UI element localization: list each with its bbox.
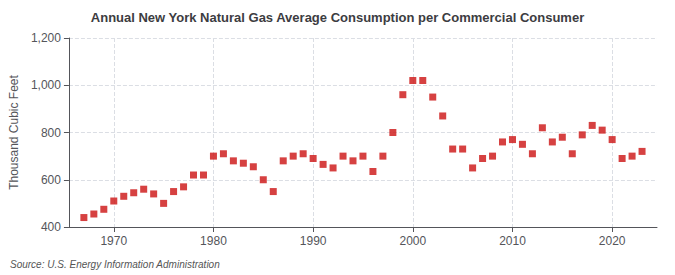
svg-text:Source: U.S. Energy Informatio: Source: U.S. Energy Information Administ…	[10, 259, 220, 270]
svg-text:1970: 1970	[100, 234, 127, 248]
svg-text:2000: 2000	[399, 234, 426, 248]
svg-text:800: 800	[41, 126, 61, 140]
svg-text:1980: 1980	[200, 234, 227, 248]
svg-text:Annual New York Natural Gas Av: Annual New York Natural Gas Average Cons…	[91, 10, 584, 25]
svg-text:1,200: 1,200	[31, 31, 61, 45]
svg-text:400: 400	[41, 220, 61, 234]
svg-text:1,000: 1,000	[31, 78, 61, 92]
svg-text:1990: 1990	[300, 234, 327, 248]
svg-text:2020: 2020	[599, 234, 626, 248]
svg-text:2010: 2010	[499, 234, 526, 248]
svg-text:600: 600	[41, 173, 61, 187]
svg-text:Thousand Cubic Feet: Thousand Cubic Feet	[7, 74, 21, 189]
